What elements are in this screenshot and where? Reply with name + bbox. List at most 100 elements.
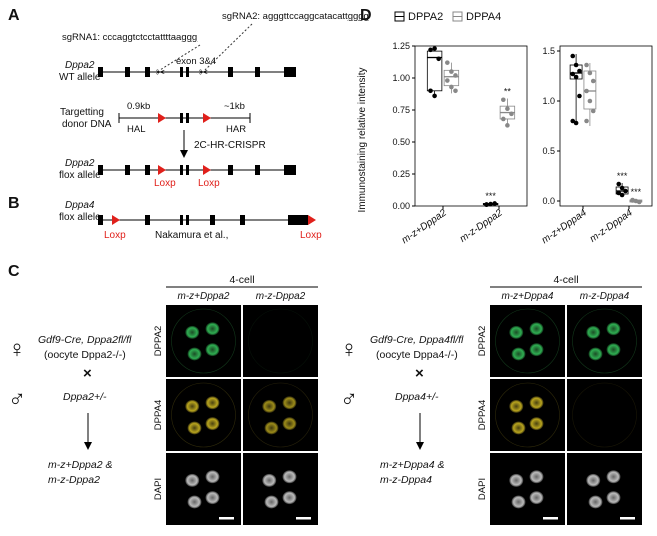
embryo-outline bbox=[572, 308, 637, 374]
male-symbol-icon: ♂ bbox=[8, 386, 26, 413]
x-tick-label: m-z-Dppa4 bbox=[588, 207, 635, 245]
micrograph-dppa4-2 bbox=[243, 379, 318, 451]
loxp-triangle bbox=[112, 215, 120, 225]
scissors-icon: ✂ bbox=[156, 67, 165, 79]
wt-allele-label: WT allele bbox=[59, 72, 101, 83]
data-point bbox=[505, 123, 510, 128]
data-point bbox=[453, 88, 458, 94]
embryo-outline bbox=[495, 382, 560, 448]
plot-frame bbox=[414, 45, 528, 207]
result-line2: m-z-Dppa4 bbox=[380, 474, 432, 486]
plot-frame bbox=[559, 45, 653, 207]
row-label: DAPI bbox=[153, 478, 164, 500]
scissors-icon: ✂ bbox=[199, 67, 208, 79]
data-point bbox=[501, 97, 506, 103]
data-point bbox=[432, 46, 437, 51]
scale-bar bbox=[219, 517, 234, 520]
nucleus bbox=[187, 421, 202, 435]
embryo-outline bbox=[171, 382, 236, 448]
nucleus bbox=[282, 491, 297, 505]
data-point bbox=[428, 88, 433, 94]
micrograph-dppa2-2 bbox=[243, 305, 318, 377]
nucleus bbox=[262, 399, 277, 413]
result-line1: m-z+Dppa4 & bbox=[380, 459, 445, 471]
loxp-triangle bbox=[203, 165, 211, 175]
data-point bbox=[505, 106, 510, 112]
data-point bbox=[573, 62, 579, 68]
y-tick-label: 0.50 bbox=[392, 137, 410, 147]
x-tick-label: m-z+Dppa4 bbox=[540, 207, 589, 246]
nucleus bbox=[185, 399, 200, 413]
female-symbol-icon: ♀ bbox=[8, 336, 26, 363]
male-genotype: Dppa4+/- bbox=[395, 391, 439, 403]
data-point bbox=[488, 201, 493, 207]
y-tick-label: 1.00 bbox=[392, 73, 410, 83]
micrograph-dppa4-2 bbox=[567, 379, 642, 451]
box-dppa2-m-z-dppa2: *** bbox=[482, 191, 499, 208]
panel-d-label: D bbox=[360, 7, 372, 24]
embryo-outline bbox=[248, 308, 313, 374]
nucleus bbox=[586, 325, 601, 339]
sgrna2-pointer bbox=[204, 23, 253, 71]
nucleus bbox=[282, 417, 297, 431]
data-point bbox=[436, 56, 441, 62]
loxp-label-1: Loxp bbox=[154, 178, 176, 189]
female-genotype: Gdf9-Cre, Dppa2fl/fl bbox=[38, 334, 132, 346]
y-tick-label: 1.5 bbox=[542, 46, 555, 56]
embryo-outline bbox=[248, 382, 313, 448]
nucleus bbox=[205, 491, 220, 505]
stage-label: 4-cell bbox=[553, 274, 578, 286]
micrograph-bg bbox=[166, 379, 241, 451]
panel-a-label: A bbox=[8, 7, 20, 24]
nucleus bbox=[262, 473, 277, 487]
nucleus bbox=[606, 491, 621, 505]
hal-label: HAL bbox=[127, 124, 145, 135]
panel-b-label: B bbox=[8, 195, 20, 212]
nucleus bbox=[509, 473, 524, 487]
oocyte-genotype: (oocyte Dppa4-/-) bbox=[376, 349, 458, 361]
cross-scheme-left: ♀ Gdf9-Cre, Dppa2fl/fl (oocyte Dppa2-/-) × ♂… bbox=[8, 334, 132, 486]
nucleus bbox=[205, 322, 220, 336]
scale-bar bbox=[620, 517, 635, 520]
y-tick-label: 0.0 bbox=[542, 196, 555, 206]
scale-bar bbox=[543, 517, 558, 520]
loxp-triangle bbox=[203, 113, 211, 123]
legend-item-dppa4: DPPA4 bbox=[452, 11, 501, 23]
nucleus bbox=[205, 396, 220, 410]
panel-c-label: C bbox=[8, 263, 20, 280]
nucleus bbox=[606, 470, 621, 484]
loxp-triangle bbox=[308, 215, 316, 225]
nucleus bbox=[264, 495, 279, 509]
data-point bbox=[619, 185, 625, 191]
data-point bbox=[445, 78, 450, 83]
embryo-outline bbox=[495, 308, 560, 374]
data-point bbox=[432, 93, 437, 99]
har-label: HAR bbox=[226, 124, 246, 135]
row-label: DPPA4 bbox=[153, 400, 164, 430]
male-genotype: Dppa2+/- bbox=[63, 391, 107, 403]
chart-legend: DPPA2 DPPA4 bbox=[394, 11, 501, 23]
significance-label: ** bbox=[504, 86, 512, 96]
image-grid-right: 4-cell m-z+Dppa4 m-z-Dppa4 DPPA2 DPPA4 DAPI bbox=[477, 274, 642, 525]
nucleus bbox=[264, 421, 279, 435]
data-point bbox=[449, 69, 454, 74]
cross-icon: × bbox=[415, 365, 424, 382]
donor-diagram: 0.9kb ~1kb HAL HAR bbox=[118, 101, 251, 135]
y-tick-label: 0.75 bbox=[392, 105, 410, 115]
nucleus bbox=[205, 417, 220, 431]
chart-dppa4: 0.0 0.5 1.0 1.5 m-z+Dppa4 m-z-Dppa4 ****** bbox=[540, 45, 653, 246]
micrograph-bg bbox=[490, 305, 565, 377]
flox-allele-label: flox allele bbox=[59, 170, 101, 181]
wt-gene-name: Dppa2 bbox=[65, 60, 95, 71]
box-dppa4-m-z-dppa4: *** bbox=[629, 187, 643, 205]
data-point bbox=[509, 111, 514, 117]
micrograph-dapi-1 bbox=[166, 453, 241, 525]
data-point bbox=[616, 181, 622, 187]
result-line1: m-z+Dppa2 & bbox=[48, 459, 113, 471]
data-point bbox=[587, 98, 593, 104]
data-point bbox=[590, 108, 596, 114]
female-symbol-icon: ♀ bbox=[340, 336, 358, 363]
legend-label: DPPA4 bbox=[466, 11, 501, 23]
cross-icon: × bbox=[83, 365, 92, 382]
